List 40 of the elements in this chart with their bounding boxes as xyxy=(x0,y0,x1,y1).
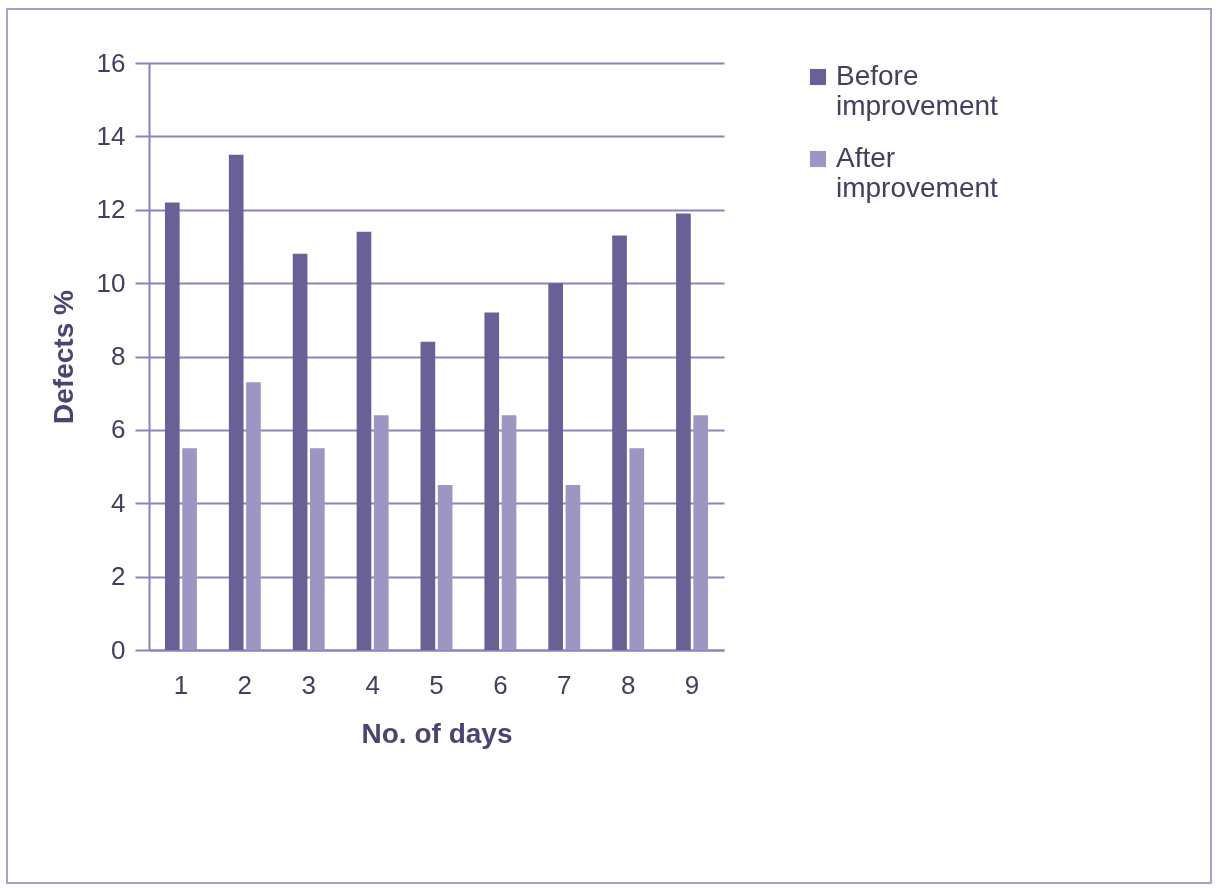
bar xyxy=(228,154,244,650)
x-axis-title: No. of days xyxy=(361,717,513,749)
bar xyxy=(629,448,645,650)
bar xyxy=(164,202,180,650)
y-tick-label: 6 xyxy=(111,414,126,445)
y-tick-label: 4 xyxy=(111,487,126,518)
x-tick-label: 6 xyxy=(493,669,508,700)
bar xyxy=(693,415,709,650)
y-tick-label: 2 xyxy=(111,561,126,592)
bar xyxy=(246,382,261,650)
bar xyxy=(420,341,436,650)
y-tick-label: 8 xyxy=(111,341,126,371)
bar xyxy=(373,415,389,650)
bar xyxy=(310,448,325,650)
bar xyxy=(612,235,627,650)
x-tick-label: 2 xyxy=(237,669,253,700)
x-tick-label: 5 xyxy=(429,669,444,700)
bar xyxy=(292,253,308,650)
y-tick-label: 0 xyxy=(111,634,126,665)
legend-label: Before improvement xyxy=(836,60,999,121)
y-tick-label: 12 xyxy=(96,194,126,225)
bar xyxy=(565,484,581,650)
y-tick-label: 16 xyxy=(96,47,126,78)
y-tick-label: 10 xyxy=(96,267,126,298)
bar xyxy=(676,213,691,650)
bar xyxy=(501,415,517,650)
y-tick-label: 14 xyxy=(96,120,126,151)
x-tick-label: 1 xyxy=(173,669,189,700)
legend-label: After improvement xyxy=(836,142,999,203)
x-tick-label: 3 xyxy=(301,669,316,700)
y-axis-title: Defects % xyxy=(47,289,79,424)
bar xyxy=(356,231,372,650)
bar xyxy=(548,283,563,650)
x-tick-label: 4 xyxy=(365,669,380,700)
x-tick-label: 8 xyxy=(620,669,636,700)
x-tick-label: 7 xyxy=(557,669,572,700)
bar xyxy=(182,448,197,650)
x-tick-label: 9 xyxy=(684,669,700,700)
bar xyxy=(484,312,500,650)
bar xyxy=(437,484,453,650)
